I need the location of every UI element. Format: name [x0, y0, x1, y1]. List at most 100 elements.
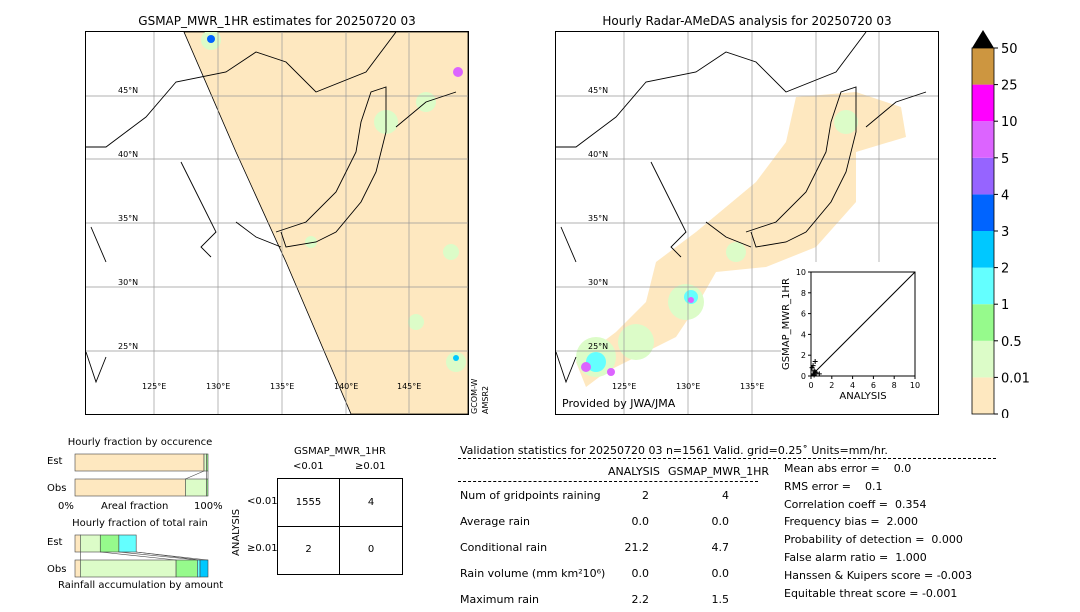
light-rain-areas [576, 110, 858, 377]
scatter-ytick: 4 [801, 330, 806, 339]
scatter-point [811, 372, 817, 378]
colorbar-segment [972, 304, 994, 341]
table-divider [278, 526, 402, 527]
colorbar-label: 25 [1001, 79, 1018, 94]
bar-segment [199, 559, 209, 578]
scatter-xtick: 0 [808, 381, 813, 390]
scatter-xtick: 6 [871, 381, 876, 390]
colorbar: 0 0.01 0.5 1 2 3 4 5 10 25 50 [971, 30, 1030, 418]
heavy-rain-cells [581, 297, 694, 376]
bar-segment [74, 534, 81, 553]
scatter-ytick: 8 [801, 289, 806, 298]
stats-gsmap-value: 4 [722, 489, 729, 502]
coastlines [86, 32, 457, 384]
rain-fraction-bars [74, 534, 209, 578]
colorbar-segment [972, 267, 994, 305]
stats-gsmap-value: 0.0 [711, 515, 730, 528]
table-row-header: ≥0.01 [247, 543, 278, 554]
bar-label-obs: Obs [47, 564, 67, 575]
bar-segment [99, 534, 120, 553]
gridlines [86, 32, 468, 414]
lon-label: 135°E [740, 382, 765, 391]
stats-analysis-value: 21.2 [624, 541, 650, 554]
table-col-header: <0.01 [293, 461, 324, 472]
bar-segment [206, 453, 209, 472]
colorbar-label: 1 [1001, 298, 1009, 313]
colorbar-segment [972, 48, 994, 85]
stats-analysis-value: 0.0 [631, 515, 650, 528]
right-map-canvas [556, 32, 938, 414]
scatter-xtick: 2 [829, 381, 834, 390]
bar-label-obs: Obs [47, 483, 67, 494]
colorbar-label: 50 [1001, 42, 1018, 57]
stats-score: Mean abs error = 0.0 [784, 462, 912, 475]
coastlines [556, 32, 927, 384]
table-row-label: ANALYSIS [231, 508, 242, 556]
stats-score: Equitable threat score = -0.001 [784, 586, 958, 600]
bar-segment [118, 534, 137, 553]
stats-gsmap-value: 1.5 [711, 593, 730, 606]
bar-segment [74, 478, 186, 497]
bar-segment [203, 453, 207, 472]
colorbar-segment [972, 121, 994, 158]
scatter-xtick: 8 [892, 381, 897, 390]
stats-score: Correlation coeff = 0.354 [784, 497, 927, 511]
divider [458, 481, 758, 482]
lat-label: 40°N [118, 150, 139, 159]
stats-score: Hanssen & Kuipers score = -0.003 [784, 568, 973, 582]
colorbar-label: 4 [1001, 188, 1009, 203]
table-cell: 2 [305, 544, 312, 555]
stats-row-label: Average rain [460, 515, 530, 528]
lat-label: 30°N [588, 278, 609, 287]
stats-analysis-value: 2.2 [631, 593, 650, 606]
stats-score: Probability of detection = 0.000 [784, 533, 963, 547]
colorbar-segment [972, 157, 994, 195]
rain-fraction-xlabel: Rainfall accumulation by amount [58, 580, 224, 591]
credit-label: Provided by JWA/JMA [562, 397, 676, 410]
sensor-label: AMSR2 [481, 385, 490, 414]
lon-label: 140°E [334, 382, 359, 391]
left-map-canvas [86, 32, 468, 414]
occurrence-bars [74, 453, 209, 497]
colorbar-segment [972, 377, 994, 414]
colorbar-segment [972, 340, 994, 378]
colorbar-label: 0 [1001, 408, 1009, 418]
scatter-point [816, 371, 822, 377]
rain-cell [453, 67, 463, 77]
bar-label-est: Est [47, 537, 63, 548]
stats-analysis-value: 0.0 [631, 567, 650, 580]
connector-line [136, 551, 209, 561]
scatter-ytick: 2 [801, 351, 806, 360]
colorbar-label: 10 [1001, 115, 1018, 130]
lat-label: 30°N [118, 278, 139, 287]
stats-score: RMS error = 0.1 [784, 479, 883, 493]
colorbar-segment [972, 84, 994, 122]
bar-segment [206, 478, 209, 497]
lon-label: 130°E [206, 382, 231, 391]
table-cell: 1555 [295, 497, 322, 508]
bar-segment [74, 453, 205, 472]
bar-segment [74, 559, 81, 578]
colorbar-label: 0.01 [1001, 371, 1030, 386]
occurrence-xlabel: Areal fraction [101, 501, 169, 512]
lon-label: 125°E [612, 382, 637, 391]
stats-analysis-value: 2 [642, 489, 649, 502]
occurrence-title: Hourly fraction by occurence [67, 437, 213, 448]
lon-label: 145°E [397, 382, 422, 391]
colorbar-label: 0.5 [1001, 335, 1022, 350]
lon-label: 135°E [270, 382, 295, 391]
table-row-header: <0.01 [247, 496, 278, 507]
stats-row-label: Maximum rain [460, 593, 539, 606]
bar-segment [80, 559, 177, 578]
contingency-table: 1555 4 2 0 [277, 478, 403, 575]
scatter-xlabel: ANALYSIS [839, 391, 887, 402]
scatter-ytick: 10 [796, 268, 806, 277]
stats-row-label: Conditional rain [460, 541, 548, 554]
scatter-point [812, 358, 818, 364]
lat-label: 25°N [118, 342, 139, 351]
stats-row-label: Rain volume (mm km²10⁶) [460, 567, 606, 580]
scatter-xtick: 10 [910, 381, 920, 390]
scatter-ytick: 0 [801, 372, 806, 381]
colorbar-label: 2 [1001, 262, 1009, 277]
table-col-header: ≥0.01 [355, 461, 386, 472]
